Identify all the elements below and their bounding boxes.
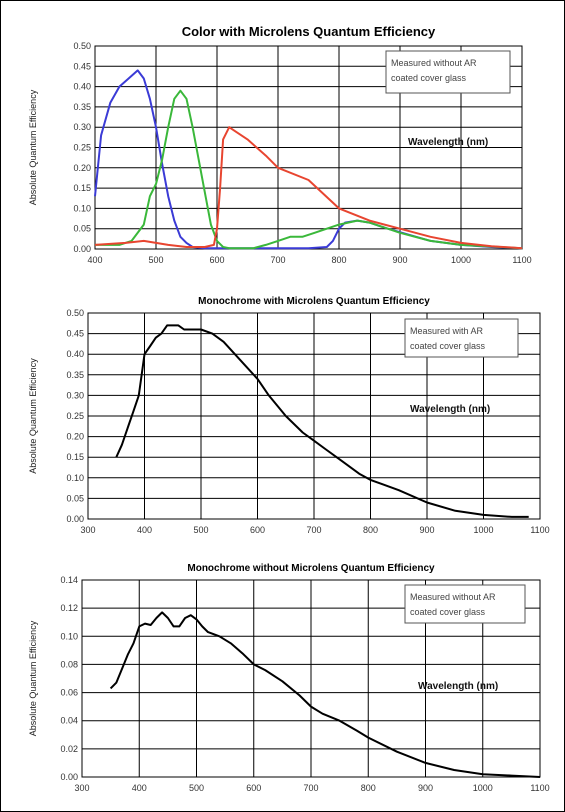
y-tick-label: 0.30 <box>66 390 84 400</box>
x-tick-label: 400 <box>87 255 102 265</box>
x-tick-label: 900 <box>418 783 433 793</box>
y-tick-label: 0.14 <box>60 575 78 585</box>
y-tick-label: 0.12 <box>60 603 78 613</box>
y-tick-label: 0.15 <box>73 183 91 193</box>
y-tick-label: 0.10 <box>73 203 91 213</box>
y-tick-label: 0.05 <box>73 224 91 234</box>
y-tick-label: 0.20 <box>66 432 84 442</box>
y-tick-label: 0.00 <box>66 514 84 524</box>
chart-title: Color with Microlens Quantum Efficiency <box>182 24 436 39</box>
y-axis-label: Absolute Quantum Efficiency <box>28 620 38 736</box>
x-tick-label: 900 <box>392 255 407 265</box>
y-tick-label: 0.40 <box>66 349 84 359</box>
series-line-1 <box>115 324 529 518</box>
x-tick-label: 1100 <box>530 525 549 535</box>
note-text: coated cover glass <box>410 341 486 351</box>
x-axis-label: Wavelength (nm) <box>408 137 488 148</box>
x-tick-label: 800 <box>331 255 346 265</box>
y-tick-label: 0.35 <box>73 102 91 112</box>
y-tick-label: 0.10 <box>66 473 84 483</box>
x-tick-label: 500 <box>193 525 208 535</box>
x-tick-label: 400 <box>132 783 147 793</box>
series-line-2 <box>95 89 523 250</box>
x-tick-label: 1100 <box>512 255 531 265</box>
note-box <box>404 318 519 358</box>
note-text: coated cover glass <box>410 607 486 617</box>
note-text: Measured with AR <box>410 326 484 336</box>
y-tick-label: 0.50 <box>66 308 84 318</box>
x-tick-label: 700 <box>306 525 321 535</box>
y-axis-label: Absolute Quantum Efficiency <box>28 358 38 474</box>
y-tick-label: 0.50 <box>73 41 91 51</box>
y-tick-label: 0.25 <box>73 143 91 153</box>
x-tick-label: 1000 <box>473 783 493 793</box>
y-tick-label: 0.04 <box>60 716 78 726</box>
y-tick-label: 0.35 <box>66 370 84 380</box>
y-tick-label: 0.05 <box>66 493 84 503</box>
x-tick-label: 600 <box>246 783 261 793</box>
x-tick-label: 600 <box>250 525 265 535</box>
chart-title: Monochrome with Microlens Quantum Effici… <box>198 296 430 307</box>
y-tick-label: 0.15 <box>66 452 84 462</box>
note-box <box>404 584 526 624</box>
x-tick-label: 800 <box>363 525 378 535</box>
y-tick-label: 0.06 <box>60 688 78 698</box>
x-tick-label: 700 <box>303 783 318 793</box>
note-text: Measured without AR <box>410 592 496 602</box>
x-tick-label: 1000 <box>473 525 493 535</box>
x-tick-label: 700 <box>270 255 285 265</box>
x-tick-label: 800 <box>361 783 376 793</box>
y-tick-label: 0.00 <box>73 244 91 254</box>
y-tick-label: 0.08 <box>60 659 78 669</box>
y-tick-label: 0.00 <box>60 772 78 782</box>
note-box <box>385 50 511 94</box>
x-tick-label: 900 <box>419 525 434 535</box>
x-tick-label: 1000 <box>451 255 471 265</box>
y-axis-label: Absolute Quantum Efficiency <box>28 89 38 205</box>
y-tick-label: 0.02 <box>60 744 78 754</box>
y-tick-label: 0.40 <box>73 82 91 92</box>
x-axis-label: Wavelength (nm) <box>410 404 490 415</box>
y-tick-label: 0.20 <box>73 163 91 173</box>
y-tick-label: 0.10 <box>60 631 78 641</box>
series-line-1 <box>109 611 541 778</box>
y-tick-label: 0.45 <box>66 329 84 339</box>
y-tick-label: 0.25 <box>66 411 84 421</box>
x-axis-label: Wavelength (nm) <box>418 681 498 692</box>
x-tick-label: 300 <box>74 783 89 793</box>
chart-title: Monochrome without Microlens Quantum Eff… <box>187 563 435 574</box>
x-tick-label: 500 <box>148 255 163 265</box>
note-text: Measured without AR <box>391 58 477 68</box>
y-tick-label: 0.45 <box>73 61 91 71</box>
y-tick-label: 0.30 <box>73 122 91 132</box>
x-tick-label: 500 <box>189 783 204 793</box>
x-tick-label: 1100 <box>530 783 549 793</box>
x-tick-label: 400 <box>137 525 152 535</box>
x-tick-label: 600 <box>209 255 224 265</box>
note-text: coated cover glass <box>391 73 467 83</box>
x-tick-label: 300 <box>80 525 95 535</box>
series-line-3 <box>94 126 523 250</box>
